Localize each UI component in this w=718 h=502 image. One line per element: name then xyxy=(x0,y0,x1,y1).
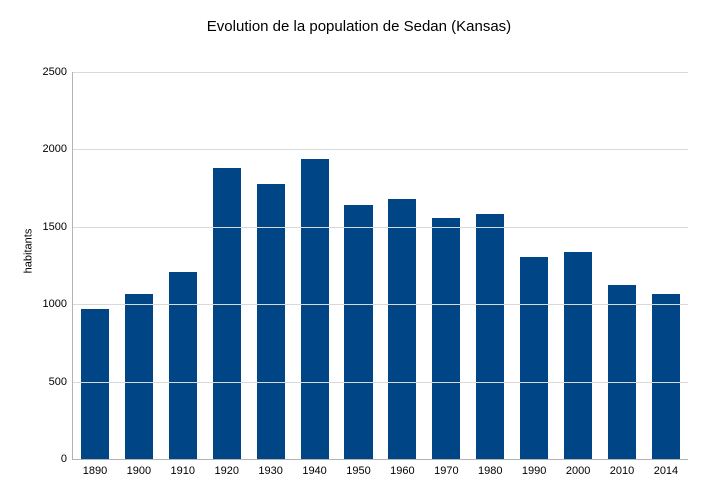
x-tick-label: 1930 xyxy=(258,465,282,477)
x-tick-label: 1970 xyxy=(434,465,458,477)
bar xyxy=(169,272,197,459)
bar xyxy=(257,184,285,459)
x-tick-label: 1960 xyxy=(390,465,414,477)
x-tick-label: 2000 xyxy=(566,465,590,477)
bar xyxy=(564,252,592,459)
bar-slot: 1950 xyxy=(337,72,381,459)
bar-slot: 2000 xyxy=(556,72,600,459)
bar xyxy=(301,159,329,459)
bar xyxy=(344,205,372,459)
y-tick-label: 500 xyxy=(49,376,67,388)
bar xyxy=(608,285,636,459)
x-tick-label: 2014 xyxy=(654,465,678,477)
x-tick-label: 1980 xyxy=(478,465,502,477)
x-tick-label: 2010 xyxy=(610,465,634,477)
bar-slot: 1940 xyxy=(293,72,337,459)
y-tick-label: 2000 xyxy=(43,143,67,155)
gridline xyxy=(73,382,688,383)
bar xyxy=(520,257,548,459)
bar-slot: 1960 xyxy=(380,72,424,459)
y-tick-label: 1500 xyxy=(43,221,67,233)
population-chart: Evolution de la population de Sedan (Kan… xyxy=(0,0,718,502)
x-tick-label: 1890 xyxy=(83,465,107,477)
x-tick-label: 1990 xyxy=(522,465,546,477)
bar-slot: 1910 xyxy=(161,72,205,459)
bar-slot: 1980 xyxy=(468,72,512,459)
bars-container: 1890190019101920193019401950196019701980… xyxy=(73,72,688,459)
gridline xyxy=(73,149,688,150)
bar-slot: 1930 xyxy=(249,72,293,459)
gridline xyxy=(73,304,688,305)
bar xyxy=(432,218,460,459)
x-tick-label: 1910 xyxy=(171,465,195,477)
bar-slot: 2010 xyxy=(600,72,644,459)
bar-slot: 2014 xyxy=(644,72,688,459)
bar-slot: 1920 xyxy=(205,72,249,459)
x-tick-label: 1950 xyxy=(346,465,370,477)
x-tick-label: 1920 xyxy=(214,465,238,477)
gridline xyxy=(73,72,688,73)
chart-title: Evolution de la population de Sedan (Kan… xyxy=(0,18,718,35)
y-axis-label: habitants xyxy=(22,229,34,274)
y-tick-label: 0 xyxy=(61,453,67,465)
bar xyxy=(652,294,680,459)
bar xyxy=(213,168,241,459)
bar xyxy=(81,309,109,459)
bar-slot: 1990 xyxy=(512,72,556,459)
bar-slot: 1890 xyxy=(73,72,117,459)
bar xyxy=(388,199,416,459)
x-tick-label: 1900 xyxy=(127,465,151,477)
plot-area: 1890190019101920193019401950196019701980… xyxy=(72,72,688,460)
x-tick-label: 1940 xyxy=(302,465,326,477)
bar xyxy=(476,214,504,459)
bar xyxy=(125,294,153,459)
y-tick-label: 2500 xyxy=(43,66,67,78)
bar-slot: 1900 xyxy=(117,72,161,459)
bar-slot: 1970 xyxy=(424,72,468,459)
gridline xyxy=(73,227,688,228)
y-tick-label: 1000 xyxy=(43,298,67,310)
